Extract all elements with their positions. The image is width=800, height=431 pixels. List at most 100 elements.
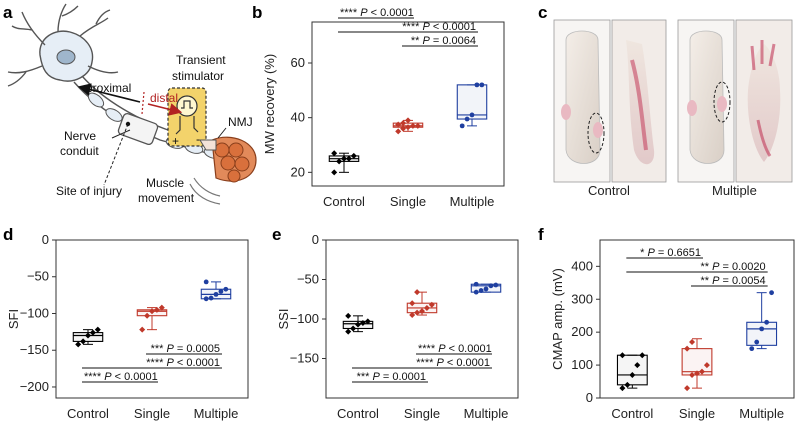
data-point [400,125,407,132]
y-tick-label: 300 [571,291,593,306]
y-tick-label: −200 [20,379,49,394]
movement-arcs [189,177,221,205]
label-proximal: proximal [86,81,131,95]
plot-frame [311,21,505,187]
chart-sfi: −200 −150 −100 −50 0 SFI Control Single Multiple… [6,232,249,421]
control-paw-left [561,104,571,120]
data-point [218,289,224,294]
data-point [94,326,101,333]
data-point [345,155,352,162]
panel-label-c: c [538,3,547,22]
data-point [473,281,479,287]
plot-frame [599,239,795,399]
data-point [409,300,416,307]
x-tick-label: Control [611,406,653,421]
multiple-paw-right [717,96,727,112]
label-conduit: conduit [60,144,99,158]
significance-label: *** P = 0.0001 [357,371,426,383]
injury-line [103,123,129,186]
nerve-conduit-tube [117,112,159,146]
data-point [350,325,357,332]
significance-label: * P = 0.6651 [640,247,701,259]
y-tick-label: −100 [290,311,319,326]
label-stimulator: stimulator [172,69,224,83]
y-tick-label: 0 [586,390,593,405]
data-point [459,123,465,129]
label-distal: distal [150,91,178,105]
significance-label: ** P = 0.0054 [701,275,766,287]
data-point [80,338,87,345]
label-transient: Transient [176,53,226,67]
label-movement: movement [138,191,195,205]
x-tick-label: Control [337,406,379,421]
data-point [208,295,214,301]
significance-label: ** P = 0.0020 [701,261,766,273]
x-tick-label: Control [67,406,109,421]
multiple-paw-red-toes [750,40,776,157]
data-point [345,312,352,319]
stimulator-pulse-icon [181,100,193,109]
data-point [624,381,631,388]
data-point [619,385,626,392]
data-point [409,312,416,319]
data-point [469,112,475,118]
proximal-arrow [77,83,141,103]
panel-label-d: d [3,225,13,244]
data-point [694,370,700,377]
data-point [395,121,402,128]
data-point [405,124,411,131]
data-point [336,158,343,165]
panel-label-f: f [538,225,544,244]
multiple-paw-left [687,100,697,116]
significance-label: **** P < 0.0001 [402,21,476,33]
label-nerve: Nerve [64,129,96,143]
data-point [153,306,160,313]
control-highlight-ellipse [587,112,605,154]
control-paw-red-streak [630,59,648,151]
y-tick-label: 0 [42,232,49,247]
data-point [689,339,696,346]
data-point [359,319,366,326]
data-point [423,304,430,311]
data-point [684,385,691,392]
y-tick-label: −150 [290,351,319,366]
data-point [223,286,229,292]
y-tick-label: 40 [291,110,305,125]
data-point [405,117,411,124]
significance-label: **** P < 0.0001 [418,343,492,355]
y-tick-label: −50 [27,269,49,284]
y-axis-label: SSI [276,309,291,330]
data-point [158,304,165,311]
x-tick-label: Single [134,406,170,421]
neuron-dendrites [7,3,119,87]
photo-label-multiple: Multiple [712,183,757,198]
data-point [473,289,479,295]
multiple-highlight-ellipse [713,81,731,123]
y-tick-label: 20 [291,164,305,179]
data-point [474,82,480,88]
data-point [400,120,407,127]
stimulator-plus: + [172,134,179,148]
photo-panel-c: Control Multiple [553,19,793,198]
data-point [364,318,371,325]
multiple-mouse-body [689,30,725,164]
data-point [479,82,485,88]
x-tick-label: Single [679,406,715,421]
data-point [493,282,499,288]
y-tick-label: 400 [571,258,593,273]
panel-label-b: b [252,3,262,22]
data-point [414,289,421,296]
chart-cmap-amplitude: 0 100 200 300 400 CMAP amp. (mV) Control Single… [550,239,795,421]
data-point [149,308,155,315]
data-point [764,319,770,325]
label-nmj: NMJ [228,115,253,129]
data-point [698,368,705,375]
data-point [341,155,347,162]
data-point [689,371,696,378]
chart-mw-recovery: 20 40 60 MW recovery (%) Control Single Multip… [262,7,505,209]
neuron-schematic: + - proximal distal Transient stimulator… [7,3,257,205]
data-point [769,290,774,296]
data-point [144,312,151,319]
y-axis-label: SFI [6,309,21,329]
